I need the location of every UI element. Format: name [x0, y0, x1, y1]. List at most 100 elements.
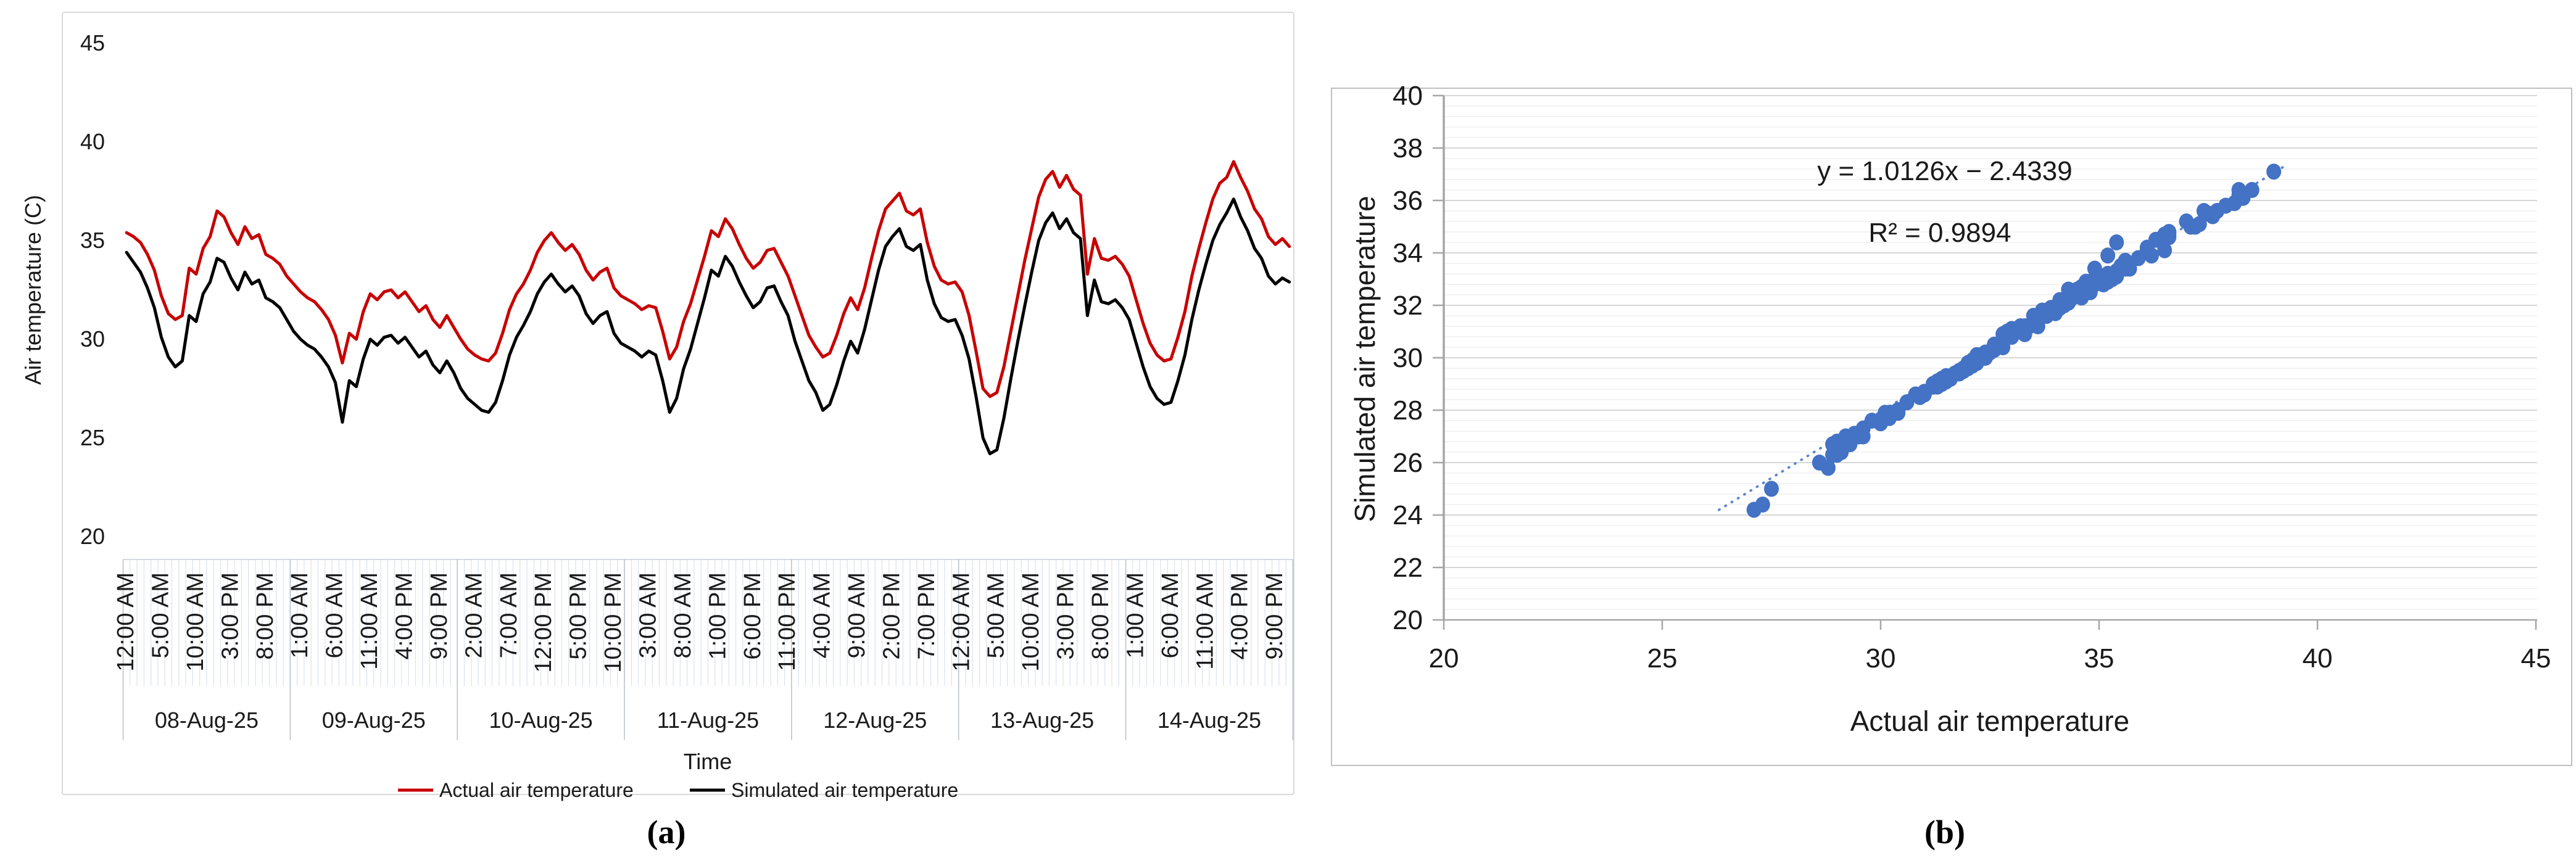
scatter-point [1878, 405, 1893, 421]
scatter-point [1755, 497, 1770, 513]
chart-b-scatter-points [1718, 163, 2288, 518]
chart-b-tick-labels: 20 22 24 26 28 30 32 34 36 38 40 20 25 30 35 40 45 [1393, 81, 2551, 674]
scatter-point [1934, 371, 1950, 387]
time-tick-label: 12:00 PM [531, 572, 557, 673]
time-tick-label: 10:00 AM [1018, 572, 1044, 672]
r-squared-value: R² = 0.9894 [1868, 218, 2011, 248]
time-tick-label: 10:00 PM [600, 572, 626, 673]
y-axis-tick-label: 36 [1393, 186, 1423, 216]
day-tick-label: 09-Aug-25 [322, 707, 426, 733]
chart-a-axis-band [122, 559, 1294, 740]
time-tick-label: 11:00 AM [1192, 572, 1218, 670]
x-axis-tick-label: 30 [1866, 643, 1896, 674]
scatter-point [2266, 163, 2282, 180]
time-tick-label: 12:00 AM [113, 572, 139, 672]
x-axis-tick-label: 35 [2084, 643, 2114, 674]
time-tick-label: 10:00 AM [183, 572, 209, 672]
scatter-point [2139, 242, 2155, 258]
scatter-point [2096, 268, 2111, 285]
time-tick-label: 9:00 PM [1262, 572, 1288, 660]
time-tick-label: 3:00 AM [635, 572, 661, 658]
time-tick-label: 11:00 AM [357, 572, 383, 670]
y-axis-tick-label: 40 [1393, 81, 1423, 111]
y-axis-tick-label: 40 [80, 129, 105, 154]
time-tick-label: 8:00 PM [252, 572, 278, 660]
y-axis-tick-label: 25 [80, 425, 105, 450]
scatter-point [1864, 413, 1879, 429]
y-axis-tick-label: 24 [1393, 500, 1423, 530]
scatter-point [2201, 205, 2216, 222]
day-tick-label: 12-Aug-25 [823, 707, 927, 733]
chart-a-series-lines [125, 160, 1291, 456]
scatter-point [2118, 260, 2133, 277]
scatter-point [1829, 434, 1845, 450]
x-axis-tick-label: 20 [1429, 643, 1459, 674]
time-tick-label: 12:00 AM [948, 572, 974, 672]
y-axis-tick-label: 35 [80, 228, 105, 253]
x-axis-tick-label: 45 [2521, 643, 2551, 674]
time-tick-label: 5:00 AM [148, 572, 174, 658]
scatter-point [2231, 187, 2247, 204]
day-tick-label: 13-Aug-25 [990, 707, 1094, 733]
time-tick-label: 8:00 AM [670, 572, 696, 658]
time-tick-label: 4:00 PM [392, 572, 418, 660]
y-axis-tick-label: 28 [1393, 395, 1423, 426]
scatter-point [2183, 218, 2198, 235]
caption-a: (a) [647, 814, 686, 851]
y-axis-tick-label: 26 [1393, 448, 1423, 478]
scatter-point [2078, 273, 2094, 290]
scatter-point [2157, 242, 2172, 258]
time-tick-label: 7:00 AM [496, 572, 522, 658]
time-tick-label: 4:00 AM [810, 572, 835, 658]
scatter-point [1960, 355, 1976, 371]
time-tick-label: 9:00 AM [844, 572, 870, 658]
day-tick-label: 10-Aug-25 [489, 707, 593, 733]
day-tick-label: 14-Aug-25 [1158, 707, 1261, 733]
y-axis-tick-label: 20 [1393, 605, 1423, 635]
time-tick-label: 4:00 PM [1227, 572, 1253, 660]
chart-a-tick-labels: 20 25 30 35 40 45 08-Aug-25 09-Aug-25 10-Aug-25 1… [80, 30, 1288, 733]
y-axis-tick-label: 22 [1393, 553, 1423, 583]
scatter-point [2109, 234, 2124, 250]
scatter-point [2161, 229, 2177, 245]
chart-b-panel-border [1331, 88, 2572, 766]
time-tick-label: 11:00 PM [774, 572, 800, 671]
simulated-temperature-line [125, 197, 1291, 456]
actual-temperature-line [125, 160, 1291, 398]
x-axis-tick-label: 25 [1647, 643, 1678, 674]
chart-a-y-axis-title: Air temperature (C) [20, 195, 46, 385]
time-tick-label: 3:00 PM [1053, 572, 1079, 660]
time-tick-label: 9:00 PM [426, 572, 452, 660]
y-axis-tick-label: 20 [80, 524, 105, 549]
time-tick-label: 3:00 PM [217, 572, 243, 660]
chart-a-panel-border [62, 12, 1294, 795]
scatter-point [2013, 323, 2028, 340]
time-tick-label: 5:00 PM [566, 572, 592, 660]
scatter-point [1891, 402, 1906, 418]
legend-label-actual: Actual air temperature [439, 779, 634, 801]
time-tick-label: 8:00 PM [1088, 572, 1114, 660]
day-tick-label: 11-Aug-25 [657, 707, 759, 733]
time-tick-label: 2:00 AM [461, 572, 487, 658]
time-tick-label: 2:00 PM [879, 572, 905, 660]
chart-a-x-axis-title: Time [684, 749, 732, 774]
y-axis-tick-label: 30 [80, 326, 105, 352]
day-tick-label: 08-Aug-25 [155, 707, 259, 733]
chart-b-y-axis-title: Simulated air temperature [1349, 196, 1381, 522]
time-tick-label: 1:00 AM [287, 572, 313, 658]
time-tick-label: 6:00 AM [322, 572, 348, 658]
y-axis-tick-label: 30 [1393, 343, 1423, 373]
scatter-point [1812, 455, 1827, 471]
time-tick-label: 1:00 AM [1122, 572, 1148, 658]
chart-b-x-axis-title: Actual air temperature [1850, 705, 2130, 737]
scatter-point [2000, 323, 2015, 340]
time-tick-label: 7:00 PM [914, 572, 940, 660]
y-axis-tick-label: 32 [1393, 291, 1423, 321]
time-tick-label: 6:00 PM [740, 572, 766, 660]
x-axis-tick-label: 40 [2303, 643, 2333, 674]
caption-b: (b) [1924, 814, 1965, 851]
scatter-point [2056, 297, 2072, 313]
